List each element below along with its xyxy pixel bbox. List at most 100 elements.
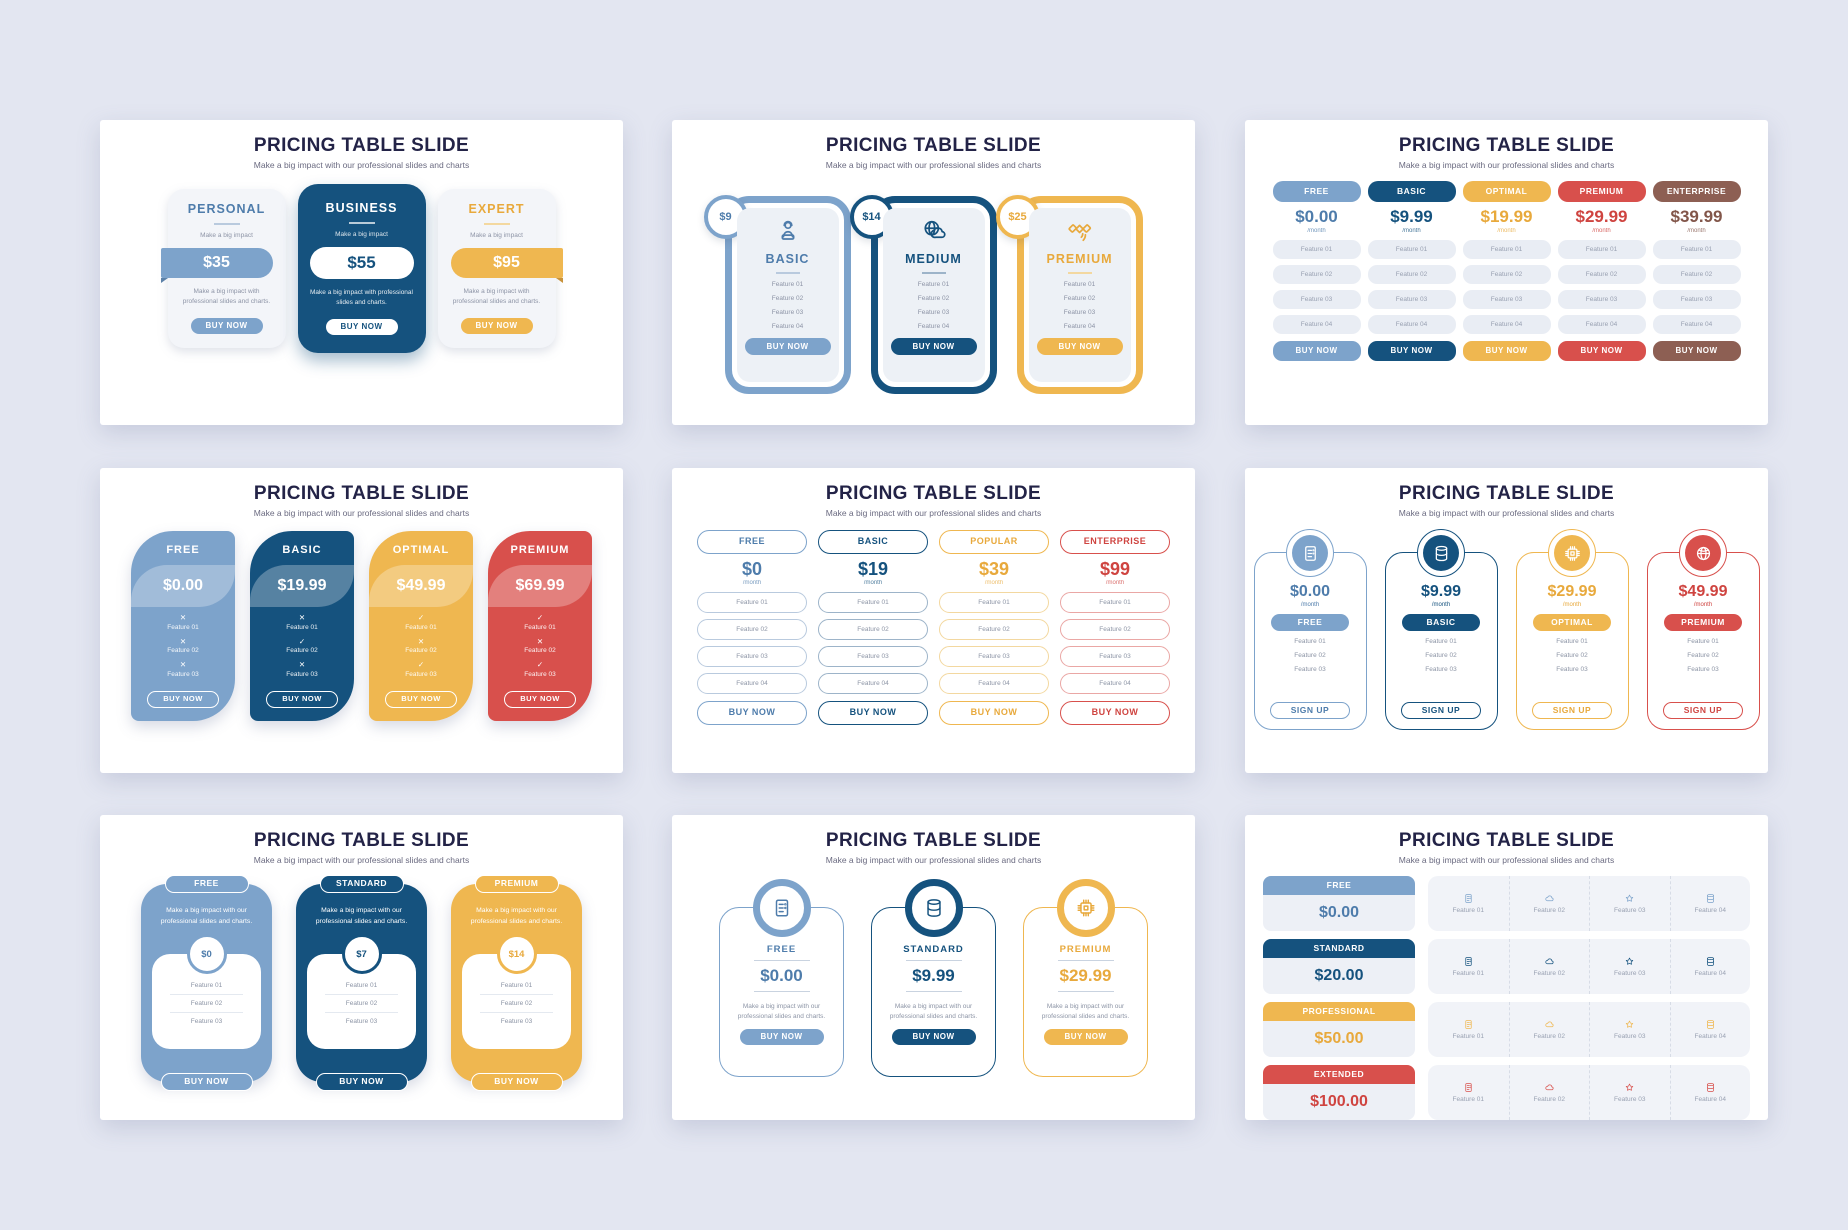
cross-mark-icon: ✕	[179, 660, 187, 669]
database-icon	[1705, 1082, 1716, 1093]
buy-now-button[interactable]: BUY NOW	[1272, 341, 1361, 361]
plan-price-ribbon: $95	[450, 247, 563, 283]
database-icon	[1705, 893, 1716, 904]
buy-now-button[interactable]: BUY NOW	[1060, 701, 1170, 725]
feature-cell: Feature 03	[1589, 939, 1670, 994]
feature-item: Feature 04	[939, 673, 1049, 694]
plan-card-free: FREE $0.00 ✕ Feature 01 ✕ Feature 02 ✕ F…	[131, 531, 235, 721]
page-title: PRICING TABLE SLIDE	[825, 830, 1042, 851]
buy-now-button[interactable]: BUY NOW	[1557, 341, 1646, 361]
buy-now-button[interactable]: BUY NOW	[504, 691, 576, 708]
server-icon	[771, 897, 793, 919]
feature-label: Feature 04	[1694, 1033, 1726, 1040]
plan-name: EXPERT	[468, 202, 525, 216]
buy-now-button[interactable]: BUY NOW	[939, 701, 1049, 725]
buy-now-button[interactable]: BUY NOW	[470, 1073, 563, 1091]
plan-card-medium: $14 MEDIUM Feature 01 Feature 02 Feature 0…	[849, 195, 997, 394]
plan-price: $19.99	[250, 565, 354, 607]
divider	[775, 272, 800, 274]
slide-header: PRICING TABLE SLIDE Make a big impact wi…	[1245, 815, 1768, 865]
feature-label: Feature 03	[1614, 970, 1646, 977]
sign-up-button[interactable]: SIGN UP	[1663, 702, 1743, 719]
slide-7-overlap-pill-cards: PRICING TABLE SLIDE Make a big impact wi…	[100, 815, 623, 1120]
divider	[1067, 272, 1092, 274]
plan-name-badge: ENTERPRISE	[1652, 181, 1741, 202]
plan-card-standard: STANDARD $9.99 Make a big impact with ou…	[871, 879, 996, 1077]
server-icon	[1463, 956, 1474, 967]
page-subtitle: Make a big impact with our professional …	[1398, 855, 1615, 865]
buy-now-button[interactable]: BUY NOW	[890, 337, 977, 355]
plan-name-badge: EXTENDED	[1263, 1065, 1415, 1084]
sign-up-button[interactable]: SIGN UP	[1401, 702, 1481, 719]
plan-name-badge: ENTERPRISE	[1060, 530, 1170, 554]
slide-header: PRICING TABLE SLIDE Make a big impact wi…	[100, 468, 623, 518]
buy-now-button[interactable]: BUY NOW	[315, 1073, 408, 1091]
divider	[753, 960, 810, 961]
buy-now-button[interactable]: BUY NOW	[1043, 1028, 1128, 1045]
plan-card-optimal: OPTIMAL $49.99 ✓ Feature 01 ✕ Feature 02…	[369, 531, 473, 721]
plan-price: $99	[1099, 559, 1131, 579]
feature-item: Feature 04	[1652, 315, 1741, 334]
feature-cell: Feature 04	[1669, 939, 1751, 994]
slide-6-icon-outline-cards: PRICING TABLE SLIDE Make a big impact wi…	[1245, 468, 1768, 773]
server-icon	[1463, 1019, 1474, 1030]
plan-column-enterprise: ENTERPRISE $99 /month Feature 01 Feature …	[1060, 530, 1170, 725]
sign-up-button[interactable]: SIGN UP	[1270, 702, 1350, 719]
buy-now-button[interactable]: BUY NOW	[744, 337, 831, 355]
buy-now-button[interactable]: BUY NOW	[818, 701, 928, 725]
star-icon	[1624, 956, 1635, 967]
feature-item: Feature 03	[697, 646, 807, 667]
page-subtitle: Make a big impact with our professional …	[253, 160, 470, 170]
feature-item: Feature 04	[1063, 322, 1096, 330]
buy-now-button[interactable]: BUY NOW	[385, 691, 457, 708]
plan-price: $0.00	[1295, 207, 1338, 226]
cloud-icon	[1544, 893, 1555, 904]
chip-icon	[1563, 544, 1582, 563]
buy-now-button[interactable]: BUY NOW	[147, 691, 219, 708]
feature-cell: Feature 02	[1508, 939, 1590, 994]
buy-now-button[interactable]: BUY NOW	[697, 701, 807, 725]
buy-now-button[interactable]: BUY NOW	[891, 1028, 976, 1045]
buy-now-button[interactable]: BUY NOW	[266, 691, 338, 708]
plan-name-badge: FREE	[1272, 181, 1361, 202]
plan-name: PREMIUM	[510, 544, 570, 556]
buy-now-button[interactable]: BUY NOW	[1367, 341, 1456, 361]
buy-now-button[interactable]: BUY NOW	[160, 1073, 253, 1091]
plan-card-premium: $25 PREMIUM Feature 01 Feature 02 Feature …	[995, 195, 1143, 394]
buy-now-button[interactable]: BUY NOW	[1652, 341, 1741, 361]
plan-tagline: Make a big impact	[335, 230, 388, 238]
buy-now-button[interactable]: BUY NOW	[325, 318, 398, 335]
plan-price: $49.99	[369, 565, 473, 607]
price-circle: $0	[186, 934, 227, 975]
feature-item: Feature 01	[1556, 638, 1588, 645]
buy-now-button[interactable]: BUY NOW	[739, 1028, 824, 1045]
slide-header: PRICING TABLE SLIDE Make a big impact wi…	[1245, 468, 1768, 518]
sign-up-button[interactable]: SIGN UP	[1532, 702, 1612, 719]
feature-cell: Feature 03	[1589, 1065, 1670, 1120]
cloud-icon	[1544, 1019, 1555, 1030]
buy-now-button[interactable]: BUY NOW	[190, 317, 263, 334]
feature-label: Feature 03	[286, 670, 318, 678]
feature-cell: Feature 03	[1589, 876, 1670, 931]
feature-item: ✕ Feature 01	[131, 614, 235, 631]
feature-item: Feature 03	[1060, 646, 1170, 667]
feature-item: Feature 01	[1060, 592, 1170, 613]
feature-label: Feature 03	[524, 670, 556, 678]
buy-now-button[interactable]: BUY NOW	[460, 317, 533, 334]
buy-now-button[interactable]: BUY NOW	[1036, 337, 1123, 355]
feature-row-extended: Feature 01 Feature 02 Feature 03 Feature…	[1428, 1065, 1750, 1120]
plan-price: $19	[857, 559, 889, 579]
buy-now-button[interactable]: BUY NOW	[1462, 341, 1551, 361]
plan-description: Make a big impact with our professional …	[160, 907, 253, 925]
slide-header: PRICING TABLE SLIDE Make a big impact wi…	[100, 815, 623, 865]
slide-header: PRICING TABLE SLIDE Make a big impact wi…	[1245, 120, 1768, 170]
plan-description: Make a big impact with our professional …	[1041, 1003, 1130, 1020]
plan-card-premium: PREMIUM $29.99 Make a big impact with ou…	[1023, 879, 1148, 1077]
feature-item: Feature 02	[170, 995, 243, 1014]
slide-5-outline-pill-table: PRICING TABLE SLIDE Make a big impact wi…	[672, 468, 1195, 773]
slide-1-ribbon-cards: PRICING TABLE SLIDE Make a big impact wi…	[100, 120, 623, 425]
feature-label: Feature 03	[405, 670, 437, 678]
feature-item: Feature 03	[1652, 290, 1741, 309]
plan-name: BASIC	[282, 544, 322, 556]
slide-9-row-table: PRICING TABLE SLIDE Make a big impact wi…	[1245, 815, 1768, 1120]
